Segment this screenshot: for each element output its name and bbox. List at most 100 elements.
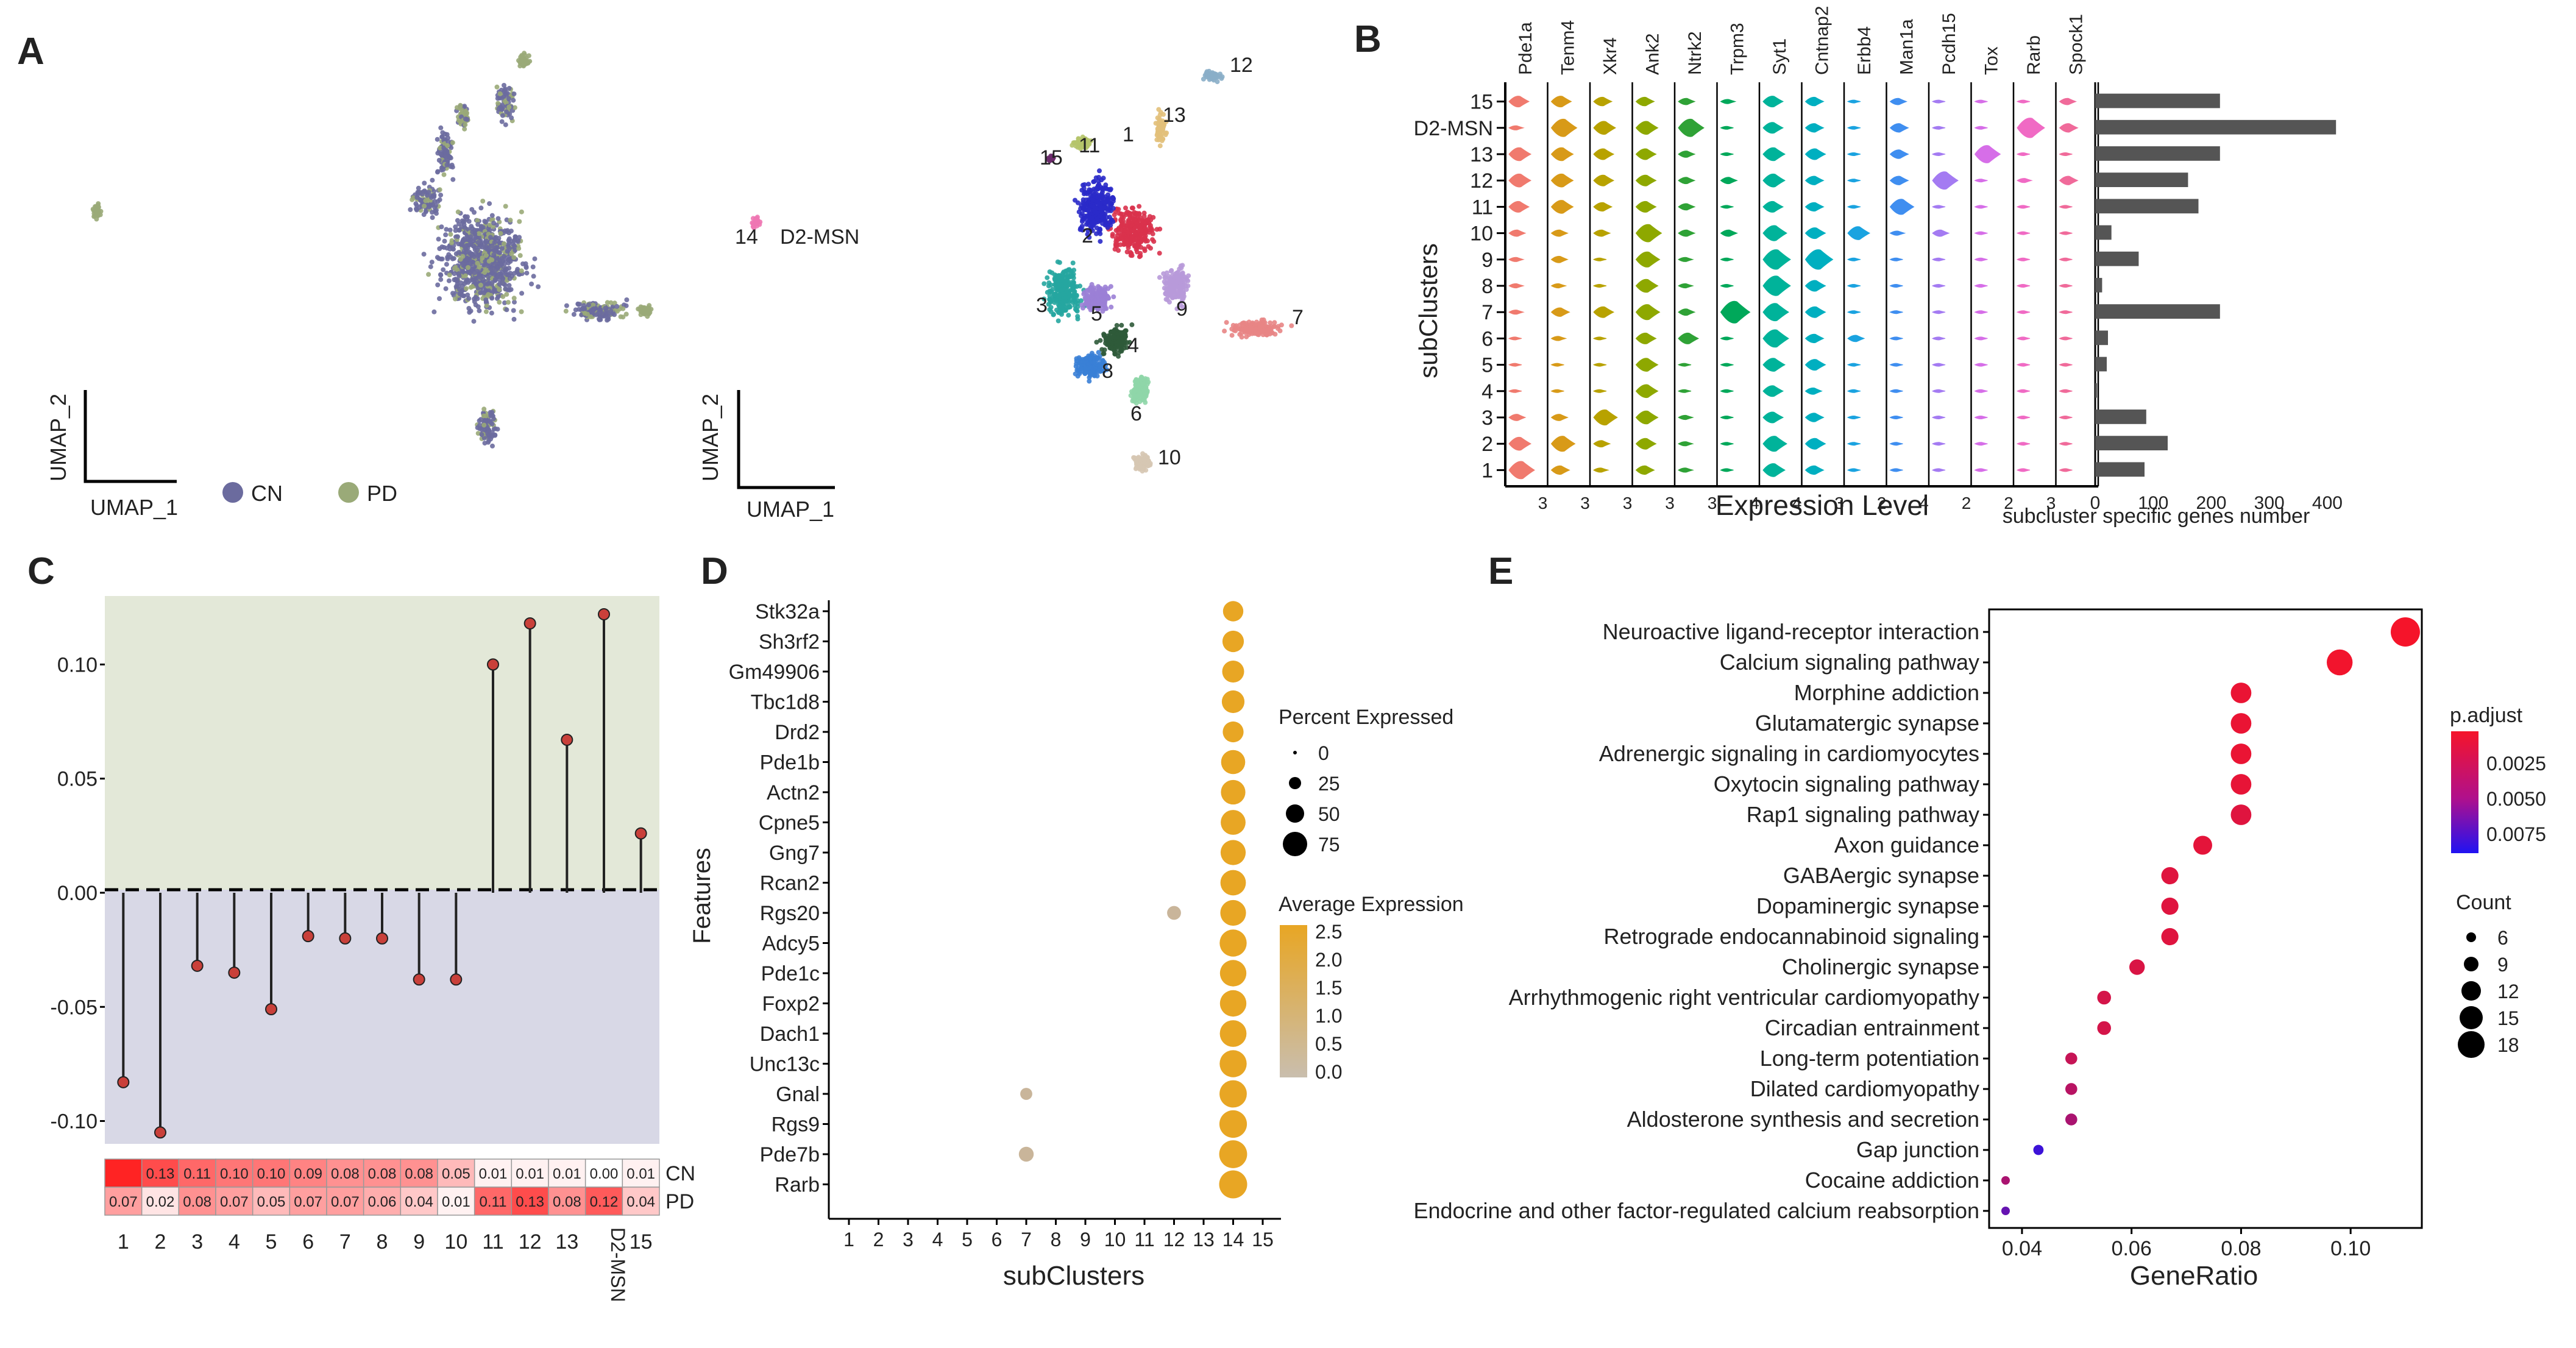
violin-Erbb4-5 bbox=[1847, 363, 1861, 367]
violin-Pcdh15-12 bbox=[1932, 171, 1959, 190]
umap-point bbox=[1145, 463, 1151, 469]
umap-label-d2msn: D2-MSN bbox=[780, 225, 859, 249]
umap-point bbox=[1137, 204, 1142, 209]
umap-point bbox=[471, 319, 477, 324]
bar-x-tick-label: 300 bbox=[2254, 493, 2285, 513]
umap-point bbox=[1277, 328, 1283, 333]
enrichment-term-label: GABAergic synapse bbox=[1783, 863, 1979, 888]
umap-point bbox=[1165, 291, 1170, 297]
umap-point bbox=[438, 193, 444, 198]
enrichment-dot-13 bbox=[2097, 1021, 2111, 1035]
umap-point bbox=[1272, 332, 1278, 337]
umap-point bbox=[509, 115, 514, 121]
umap-point bbox=[443, 232, 449, 238]
enrichment-term-label: Circadian entrainment bbox=[1765, 1015, 1979, 1040]
umap-point bbox=[1087, 355, 1093, 361]
violin-gene-label: Pcdh15 bbox=[1939, 13, 1959, 75]
violin-cluster-label: 9 bbox=[1481, 249, 1493, 272]
lollipop-x-label: 8 bbox=[377, 1230, 388, 1254]
violin-Trpm3-10 bbox=[1720, 229, 1738, 237]
dot-Rgs20-14 bbox=[1220, 899, 1246, 926]
heatmap-cell-CN-13 bbox=[548, 1158, 586, 1188]
umap-point bbox=[477, 308, 482, 313]
umap-point bbox=[1099, 347, 1105, 352]
umap-point bbox=[571, 311, 577, 317]
enrichment-dot-10 bbox=[2161, 928, 2179, 946]
bar-15 bbox=[2095, 93, 2220, 108]
umap-point bbox=[511, 316, 517, 322]
umap-point bbox=[1048, 305, 1054, 310]
umap-point bbox=[1158, 110, 1163, 115]
umap-point bbox=[1101, 176, 1106, 181]
enrichment-x-tick-label: 0.08 bbox=[2221, 1237, 2261, 1260]
umap-point bbox=[519, 209, 524, 215]
umap-point bbox=[511, 98, 516, 103]
dotplot-marks bbox=[1018, 601, 1247, 1199]
umap-point bbox=[495, 216, 501, 221]
bar-1 bbox=[2095, 462, 2145, 477]
violin-gene-label: Ntrk2 bbox=[1685, 31, 1705, 75]
violin-Pcdh15-13 bbox=[1931, 152, 1946, 156]
umap-point bbox=[1124, 236, 1129, 242]
umap-point bbox=[1248, 325, 1254, 330]
umap-point bbox=[519, 268, 524, 274]
umap-point bbox=[422, 180, 427, 186]
umap-point bbox=[506, 104, 512, 110]
violin-cluster-label: 4 bbox=[1481, 380, 1493, 403]
dot-Drd2-14 bbox=[1222, 721, 1244, 743]
umap-point bbox=[1272, 320, 1277, 325]
violin-gene-labels: Pde1a Tenm4 Xkr4 Ank2 Ntrk2 Trpm3 Syt1 Cntnap2 E… bbox=[1516, 6, 2087, 75]
umap-point bbox=[1082, 301, 1088, 307]
enrichment-dot-18 bbox=[2001, 1176, 2010, 1185]
umap-point bbox=[498, 231, 503, 236]
umap-point bbox=[1100, 297, 1105, 303]
umap-point bbox=[488, 266, 494, 271]
umap-point bbox=[1071, 280, 1076, 286]
umap-point bbox=[1145, 217, 1151, 222]
umap-point bbox=[462, 225, 467, 230]
enrichment-term-label: Axon guidance bbox=[1834, 832, 1979, 857]
umap-point bbox=[1063, 274, 1069, 280]
umap-point bbox=[1243, 321, 1249, 326]
violin-Rarb-9 bbox=[2016, 257, 2031, 261]
violin-Trpm3-2 bbox=[1720, 442, 1734, 446]
umap-point bbox=[1265, 332, 1270, 337]
umap-point bbox=[503, 122, 508, 127]
umap-point bbox=[1047, 293, 1052, 299]
umap-label-7: 7 bbox=[1292, 306, 1304, 329]
umap-point bbox=[1098, 207, 1103, 212]
heatmap-value-PD-13: 0.08 bbox=[553, 1194, 581, 1210]
umap-point bbox=[1157, 250, 1162, 256]
legend-pct-label: 50 bbox=[1318, 803, 1340, 825]
lollipop-x-labels: 1 2 3 4 5 6 7 8 9 10 11 12 13 D2-MSN 15 bbox=[118, 1227, 653, 1302]
umap-point bbox=[488, 436, 494, 442]
umap-point bbox=[1116, 353, 1121, 359]
umap-point bbox=[1088, 193, 1093, 198]
umap-point bbox=[461, 263, 466, 268]
umap-point bbox=[1093, 175, 1099, 180]
umap-point bbox=[437, 296, 442, 301]
heatmap-value-PD-12: 0.13 bbox=[516, 1194, 544, 1210]
enrichment-dot-11 bbox=[2129, 959, 2145, 975]
panel-label-c: C bbox=[27, 550, 55, 592]
violin-Pcdh15-8 bbox=[1931, 284, 1946, 288]
umap-point bbox=[624, 297, 630, 302]
enrichment-term-label: Adrenergic signaling in cardiomyocytes bbox=[1599, 741, 1979, 766]
dotplot-feature-label: Drd2 bbox=[775, 721, 820, 744]
violin-Tenm4-1 bbox=[1550, 465, 1570, 475]
umap-point bbox=[1114, 323, 1119, 328]
dotplot-x-tick-label: 2 bbox=[873, 1229, 884, 1250]
enrichment-term-label: Dopaminergic synapse bbox=[1756, 893, 1979, 918]
dotplot-x-tick-label: 10 bbox=[1104, 1229, 1126, 1250]
umap-point bbox=[426, 190, 431, 195]
umap-point bbox=[483, 258, 488, 264]
violin-Trpm3-12 bbox=[1720, 177, 1738, 185]
dot-Gnal-7 bbox=[1020, 1088, 1032, 1100]
umap-point bbox=[620, 314, 626, 320]
umap-point bbox=[506, 96, 511, 101]
legend-avg-label: 0.5 bbox=[1315, 1033, 1342, 1055]
panel-label-e: E bbox=[1488, 550, 1513, 592]
umap-point bbox=[506, 257, 511, 263]
panel-label-a: A bbox=[17, 30, 44, 73]
umap-point bbox=[1132, 210, 1137, 215]
